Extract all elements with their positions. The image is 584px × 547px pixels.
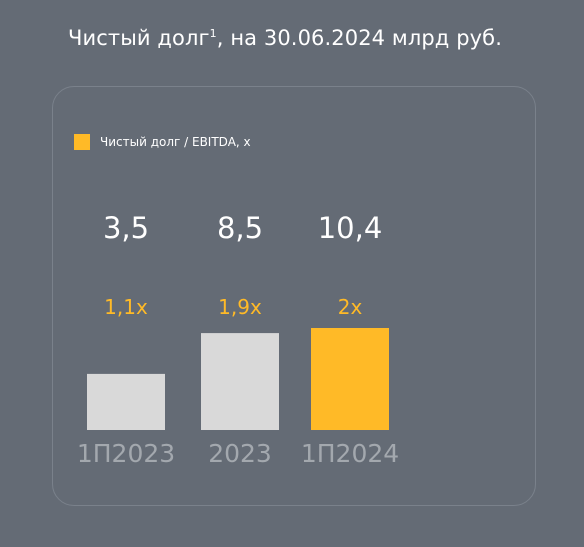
chart-legend: Чистый долг / EBITDA, х — [74, 134, 251, 150]
net-debt-label-3: 10,4 — [318, 211, 383, 245]
legend-swatch — [74, 134, 90, 150]
category-label-3: 1П2024 — [301, 439, 399, 468]
ratio-label-3: 2х — [338, 295, 363, 319]
title-rest: , на 30.06.2024 млрд руб. — [216, 26, 502, 50]
category-label-1: 1П2023 — [77, 439, 175, 468]
ratio-label-2: 1,9х — [218, 295, 262, 319]
bar-3 — [311, 328, 389, 430]
bar-2 — [201, 333, 279, 430]
title-main: Чистый долг — [68, 26, 210, 50]
legend-label: Чистый долг / EBITDA, х — [100, 135, 251, 149]
chart-panel — [52, 86, 536, 506]
net-debt-label-1: 3,5 — [103, 211, 149, 245]
category-label-2: 2023 — [208, 439, 272, 468]
title-footnote-mark: 1 — [209, 27, 217, 40]
ratio-label-1: 1,1х — [104, 295, 148, 319]
page-title: Чистый долг1, на 30.06.2024 млрд руб. — [68, 26, 502, 50]
bar-1 — [87, 373, 165, 430]
net-debt-label-2: 8,5 — [217, 211, 263, 245]
